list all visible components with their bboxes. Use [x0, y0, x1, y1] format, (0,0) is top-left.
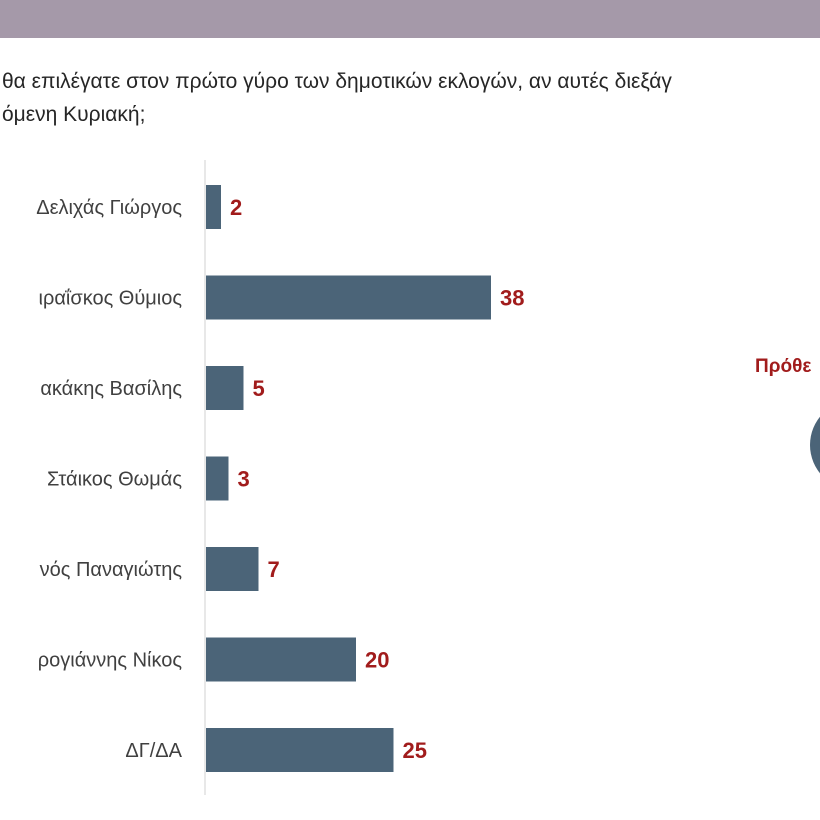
category-label: ακάκης Βασίλης [40, 378, 182, 400]
category-label: νός Παναγιώτης [40, 559, 183, 581]
value-label: 7 [268, 557, 280, 582]
side-panel-heading: Πρόθε [755, 356, 812, 377]
question-line-1: θα επιλέγατε στον πρώτο γύρο των δημοτικ… [2, 70, 672, 93]
title-band [0, 0, 820, 38]
bar [206, 185, 221, 229]
bar [206, 728, 394, 772]
bar [206, 456, 229, 501]
bar [206, 275, 491, 320]
category-label: Στάικος Θωμάς [47, 469, 182, 491]
category-label: ΔΓ/ΔΑ [125, 740, 182, 762]
value-label: 5 [253, 376, 265, 401]
category-label: ρογιάννης Νίκος [38, 650, 183, 672]
value-label: 3 [238, 467, 250, 492]
side-panel-circle [810, 400, 820, 490]
value-label: 2 [230, 195, 242, 220]
category-label: ιραΐσκος Θύμιος [39, 288, 183, 310]
bar [206, 366, 244, 410]
bar [206, 547, 259, 591]
value-label: 20 [365, 648, 389, 673]
value-label: 38 [500, 286, 524, 311]
question-line-2: όμενη Κυριακή; [2, 103, 146, 126]
value-label: 25 [403, 738, 427, 763]
bar [206, 637, 356, 682]
category-label: Δελιχάς Γιώργος [36, 197, 182, 219]
